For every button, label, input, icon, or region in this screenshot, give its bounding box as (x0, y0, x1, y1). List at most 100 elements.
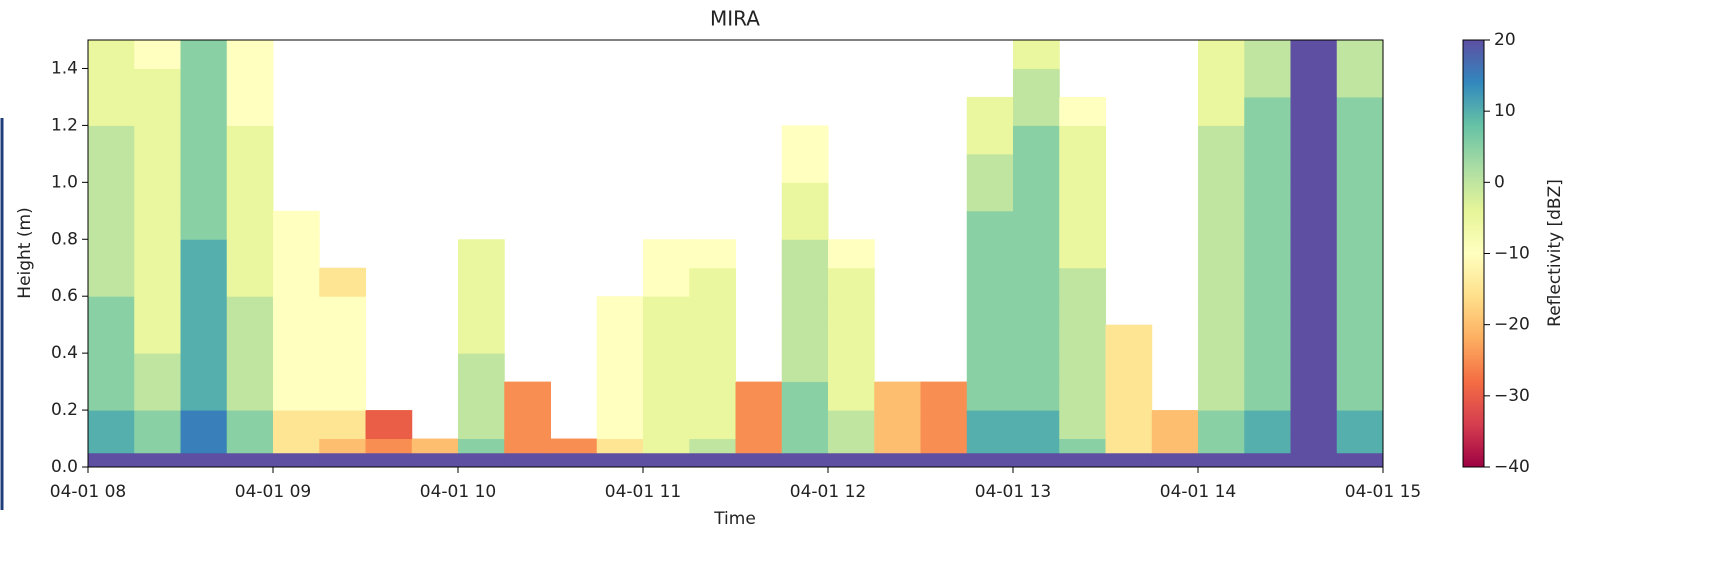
heatmap-cell (781, 324, 829, 354)
heatmap-cell (1059, 210, 1106, 240)
heatmap-cell (966, 296, 1014, 326)
heatmap-cell (1244, 438, 1291, 454)
heatmap-cell (504, 410, 551, 440)
heatmap-cell (781, 381, 829, 411)
heatmap-cell (88, 324, 135, 354)
heatmap-cell (226, 153, 274, 183)
heatmap-cell (411, 452, 459, 468)
heatmap-cell (920, 410, 968, 440)
heatmap-cell (226, 324, 274, 354)
heatmap-cell (319, 324, 366, 354)
heatmap-cell (1244, 267, 1291, 297)
heatmap-cell (1336, 96, 1384, 126)
heatmap-cell (180, 182, 228, 212)
heatmap-cell (134, 40, 181, 69)
heatmap-cell (319, 410, 366, 440)
heatmap-cell (1290, 125, 1338, 155)
heatmap-cell (1336, 410, 1384, 440)
heatmap-cell (828, 267, 875, 297)
heatmap-cell (689, 410, 736, 440)
heatmap-cell (596, 353, 644, 383)
heatmap-cell (966, 353, 1014, 383)
heatmap-cell (1013, 182, 1060, 212)
heatmap-cell (226, 68, 274, 98)
heatmap-cell (1013, 239, 1060, 269)
heatmap-cell (920, 381, 968, 411)
heatmap-cell (1059, 410, 1106, 440)
heatmap-cell (180, 410, 228, 440)
heatmap-cell (1290, 267, 1338, 297)
y-tick-label: 0.6 (51, 286, 78, 306)
heatmap-cell (781, 153, 829, 183)
colorbar (1462, 39, 1485, 468)
heatmap-cell (88, 353, 135, 383)
heatmap-cell (365, 410, 413, 440)
heatmap-cell (781, 267, 829, 297)
heatmap-cell (273, 239, 320, 269)
heatmap-cell (781, 452, 829, 468)
heatmap-cell (643, 296, 690, 326)
heatmap-cell (1290, 438, 1338, 454)
heatmap-cell (134, 410, 181, 440)
heatmap-cell (596, 324, 644, 354)
heatmap-cell (1013, 40, 1060, 69)
heatmap-cell (966, 182, 1014, 212)
heatmap-cell (1198, 438, 1245, 454)
colorbar-tick-label: 0 (1494, 172, 1505, 192)
colorbar-tick-label: −10 (1494, 244, 1530, 264)
heatmap-cell (1336, 324, 1384, 354)
heatmap-cell (458, 381, 505, 411)
heatmap-cell (458, 452, 505, 468)
x-tick-label: 04-01 15 (1345, 482, 1421, 502)
heatmap-cell (458, 353, 505, 383)
heatmap-cell (966, 239, 1014, 269)
heatmap-cell (781, 125, 829, 155)
heatmap-cell (180, 452, 228, 468)
heatmap-cell (226, 410, 274, 440)
heatmap-cell (643, 438, 690, 454)
y-tick-label: 0.0 (51, 457, 78, 477)
heatmap-cell (1013, 96, 1060, 126)
heatmap-cell (504, 452, 551, 468)
heatmap-cell (1336, 210, 1384, 240)
heatmap-cell (1013, 296, 1060, 326)
heatmap-cell (1198, 353, 1245, 383)
heatmap-cell (1059, 381, 1106, 411)
heatmap-cell (134, 296, 181, 326)
heatmap-cell (1198, 40, 1245, 69)
heatmap-cell (781, 353, 829, 383)
heatmap-cell (134, 438, 181, 454)
heatmap-cell (1290, 381, 1338, 411)
heatmap-cell (966, 324, 1014, 354)
y-tick-label: 1.0 (51, 172, 78, 192)
heatmap-cell (966, 210, 1014, 240)
heatmap-cell (458, 410, 505, 440)
heatmap-cell (88, 40, 135, 69)
heatmap-cell (596, 381, 644, 411)
plot-frame (87, 39, 1384, 468)
heatmap-cell (1059, 324, 1106, 354)
heatmap-cell (966, 153, 1014, 183)
heatmap-cell (781, 438, 829, 454)
heatmap-cell (273, 452, 320, 468)
heatmap-cell (1198, 324, 1245, 354)
heatmap-cell (1059, 153, 1106, 183)
heatmap-cell (180, 96, 228, 126)
heatmap-cell (643, 410, 690, 440)
colorbar-tick-label: −40 (1494, 457, 1530, 477)
heatmap-cell (273, 296, 320, 326)
heatmap-cell (1105, 452, 1153, 468)
heatmap-cell (1336, 125, 1384, 155)
heatmap-cell (88, 452, 135, 468)
heatmap-cell (781, 410, 829, 440)
heatmap-cell (88, 438, 135, 454)
heatmap-cell (180, 267, 228, 297)
heatmap-cell (1059, 296, 1106, 326)
heatmap-cell (1059, 182, 1106, 212)
heatmap-cell (1290, 210, 1338, 240)
heatmap-cell (134, 210, 181, 240)
heatmap-cell (643, 324, 690, 354)
colorbar-tick-label: −30 (1494, 386, 1530, 406)
heatmap-cell (596, 296, 644, 326)
heatmap-cell (1244, 210, 1291, 240)
